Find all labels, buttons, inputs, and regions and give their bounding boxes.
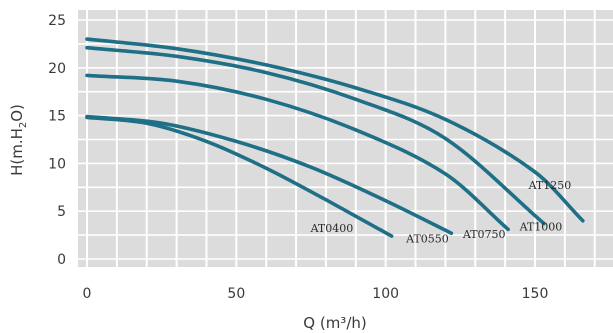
curve-label-at1250: AT1250 [528, 179, 572, 192]
y-axis-label-end: O) [8, 104, 26, 122]
curve-at1250 [85, 37, 585, 223]
y-tick-label: 20 [48, 61, 66, 77]
series-curves [85, 37, 585, 238]
x-tick-label: 150 [522, 286, 549, 302]
curve-label-at0550: AT0550 [405, 233, 449, 246]
x-axis-ticks: 0 50 100 150 [83, 286, 549, 302]
curve-at0750 [85, 73, 510, 232]
y-axis-ticks: 0 5 10 15 20 25 [48, 13, 66, 268]
curve-label-at1000: AT1000 [519, 220, 563, 233]
x-tick-label: 50 [227, 286, 245, 302]
y-tick-label: 25 [48, 13, 66, 29]
y-tick-label: 10 [48, 156, 66, 172]
curve-label-at0750: AT0750 [462, 228, 506, 241]
x-axis-label: Q (m³/h) [303, 314, 366, 332]
curve-at1000 [85, 45, 546, 226]
x-tick-label: 0 [83, 286, 92, 302]
curve-label-at0400: AT0400 [310, 222, 354, 235]
x-tick-label: 100 [372, 286, 399, 302]
y-tick-label: 0 [57, 252, 66, 268]
plot-background [78, 10, 613, 267]
y-axis-label: H(m.H2O) [8, 104, 29, 176]
y-tick-label: 15 [48, 109, 66, 125]
y-axis-label-sub: 2 [18, 122, 29, 128]
curve-at0550 [85, 114, 454, 235]
series-labels: AT0400 AT0550 AT0750 AT1000 AT1250 [310, 179, 572, 246]
y-tick-label: 5 [57, 204, 66, 220]
y-axis-label-main: H(m.H [8, 128, 26, 176]
curve-at0400 [85, 115, 394, 238]
